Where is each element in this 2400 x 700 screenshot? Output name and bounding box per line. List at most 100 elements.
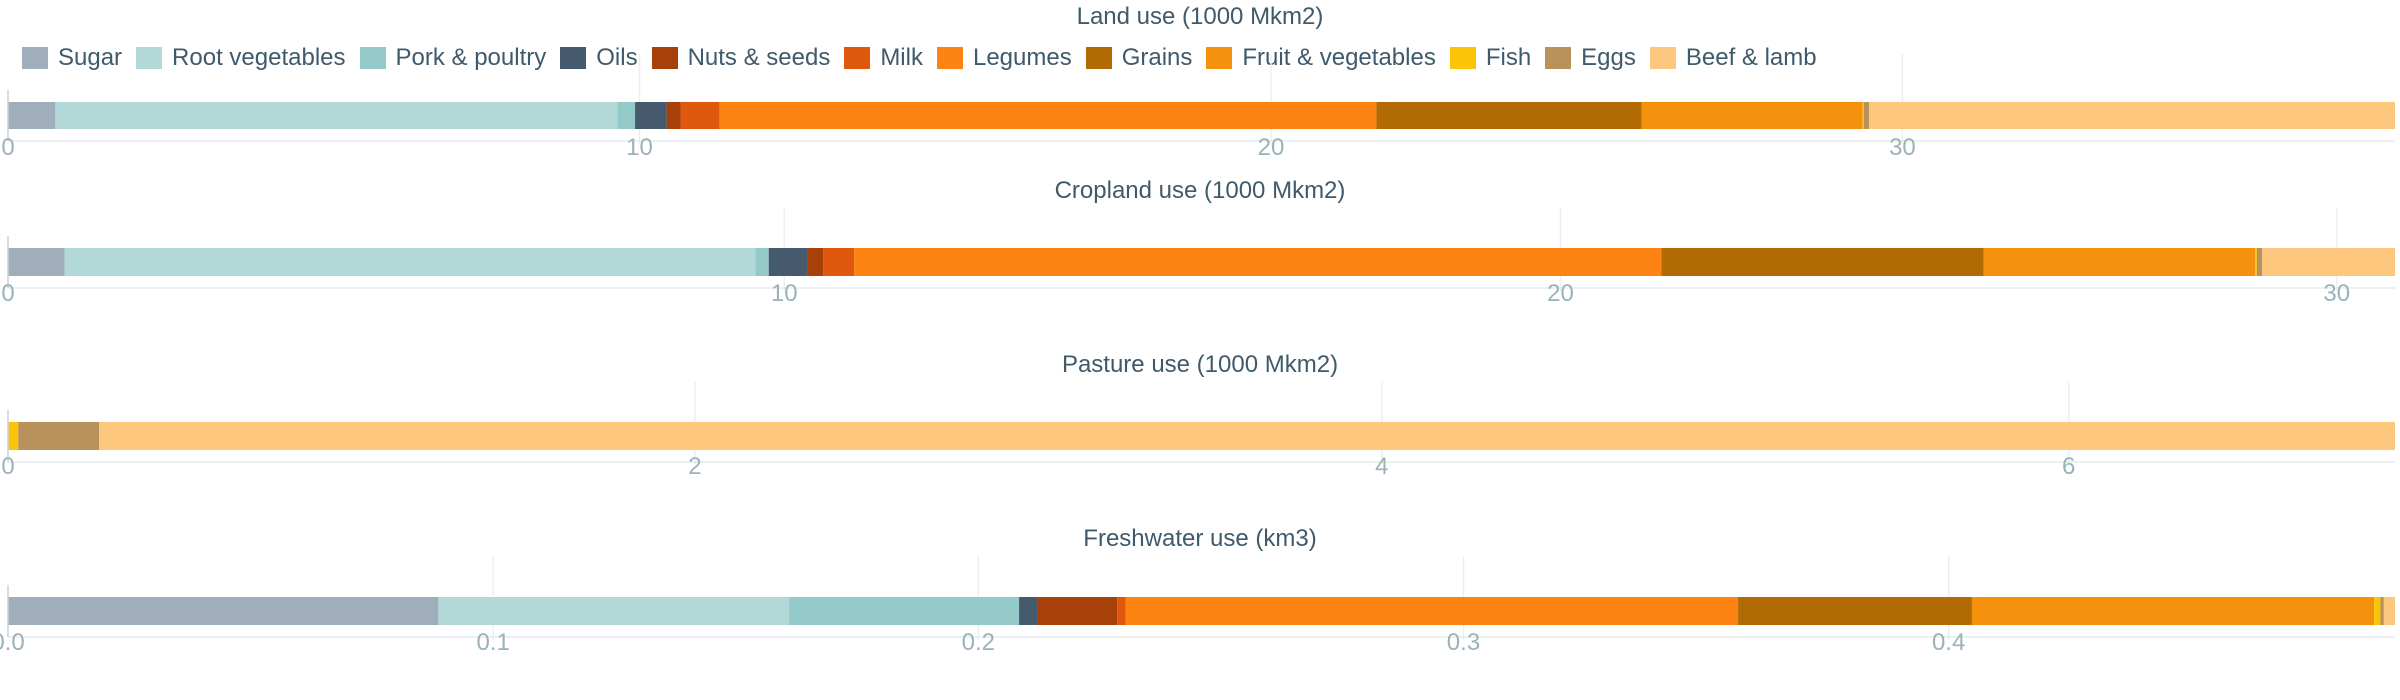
tick-label: 0.3 — [1447, 629, 1480, 656]
legend-swatch — [22, 47, 48, 69]
bar-segment-fish — [1862, 102, 1864, 129]
legend-swatch — [560, 47, 587, 69]
legend-item-oils[interactable]: Oils — [560, 44, 638, 72]
legend-swatch — [936, 47, 963, 69]
legend-item-eggs[interactable]: Eggs — [1545, 44, 1636, 72]
bar-segment-legumes — [854, 248, 1662, 276]
bar-segment-root-vegetables — [55, 102, 618, 129]
bar-segment-root-vegetables — [438, 597, 790, 625]
tick-label: 20 — [1547, 280, 1574, 307]
legend-swatch — [1449, 47, 1476, 69]
legend-item-grains[interactable]: Grains — [1085, 44, 1193, 72]
legend-label: Eggs — [1581, 44, 1636, 71]
panel-freshwater-use: Freshwater use (km3) 0.0 0.1 0.2 0.3 0.4 — [0, 525, 2395, 656]
bar-segment-grains — [1661, 248, 1984, 276]
bar-segment-nuts-and-seeds — [1037, 597, 1118, 625]
tick-label: 0.1 — [476, 629, 509, 656]
bar-segment-milk — [680, 102, 720, 129]
legend-label: Fish — [1485, 44, 1532, 71]
tick-label: 10 — [626, 134, 653, 161]
bar-segment-fruit-and-vegetables — [1983, 248, 2256, 276]
bar-segment-sugar — [8, 597, 439, 625]
legend-item-sugar[interactable]: Sugar — [22, 44, 122, 72]
panel-pasture-use: Pasture use (1000 Mkm2) 0 2 4 6 — [1, 351, 2395, 480]
legend-item-fish[interactable]: Fish — [1449, 44, 1532, 72]
bar-segment-beef-and-lamb — [2383, 597, 2395, 625]
legend-label: Oils — [596, 44, 638, 71]
tick-label: 4 — [1375, 453, 1388, 480]
bar-segment-pork-and-poultry — [755, 248, 769, 276]
tick-label: 30 — [1889, 134, 1916, 161]
legend-item-legumes[interactable]: Legumes — [936, 44, 1072, 72]
legend-item-fruit-and-vegetables[interactable]: Fruit & vegetables — [1206, 44, 1436, 72]
legend-swatch — [1545, 47, 1572, 69]
tick-label: 6 — [2062, 453, 2075, 480]
bar-segment-sugar — [8, 102, 56, 129]
tick-label: 0 — [1, 280, 14, 307]
tick-label: 0.2 — [962, 629, 995, 656]
bar-segment-eggs — [1863, 102, 1869, 129]
tick-label: 0.4 — [1932, 629, 1965, 656]
bar-segment-root-vegetables — [64, 248, 756, 276]
bar-segment-pork-and-poultry — [789, 597, 1020, 625]
legend-swatch — [1206, 47, 1233, 69]
legend-item-milk[interactable]: Milk — [844, 44, 923, 72]
bar-segment-fish — [2255, 248, 2257, 276]
legend-swatch — [651, 47, 678, 69]
bar-segment-legumes — [1125, 597, 1739, 625]
tick-label: 0.0 — [0, 629, 25, 656]
bar-segment-sugar — [8, 248, 65, 276]
legend-label: Beef & lamb — [1685, 44, 1817, 71]
panel-title: Cropland use (1000 Mkm2) — [1055, 177, 1346, 204]
panel-cropland-use: Cropland use (1000 Mkm2) 0 10 20 30 — [1, 177, 2395, 307]
legend: Sugar Root vegetables Pork & poultry Oils Nu… — [22, 40, 1831, 76]
bar-segment-eggs — [18, 422, 100, 450]
tick-label: 20 — [1258, 134, 1285, 161]
bar-segment-beef-and-lamb — [1868, 102, 2395, 129]
legend-item-pork-and-poultry[interactable]: Pork & poultry — [359, 44, 547, 72]
legend-item-root-vegetables[interactable]: Root vegetables — [136, 44, 346, 72]
legend-label: Fruit & vegetables — [1242, 44, 1436, 71]
panel-title: Pasture use (1000 Mkm2) — [1062, 351, 1338, 378]
legend-label: Milk — [880, 44, 923, 71]
bar-segment-pork-and-poultry — [617, 102, 636, 129]
bar-segment-eggs — [2256, 248, 2263, 276]
tick-label: 30 — [2323, 280, 2350, 307]
bar-segment-oils — [1019, 597, 1038, 625]
bar-segment-fruit-and-vegetables — [1641, 102, 1863, 129]
bar-segment-nuts-and-seeds — [666, 102, 681, 129]
legend-item-nuts-and-seeds[interactable]: Nuts & seeds — [651, 44, 831, 72]
tick-label: 10 — [771, 280, 798, 307]
legend-swatch — [844, 47, 871, 69]
tick-label: 2 — [688, 453, 701, 480]
bar-segment-oils — [635, 102, 667, 129]
panel-title: Land use (1000 Mkm2) — [1077, 3, 1324, 30]
bar-segment-beef-and-lamb — [99, 422, 2395, 450]
legend-swatch — [136, 47, 163, 69]
bar-segment-fruit-and-vegetables — [1971, 597, 2375, 625]
tick-label: 0 — [1, 453, 14, 480]
bar-segment-legumes — [719, 102, 1377, 129]
legend-label: Pork & poultry — [395, 44, 547, 71]
bar-segment-nuts-and-seeds — [807, 248, 824, 276]
bar-segment-fish — [2374, 597, 2381, 625]
bar-segment-beef-and-lamb — [2262, 248, 2395, 276]
panel-land-use: Land use (1000 Mkm2) 0 10 20 30 — [1, 3, 2395, 161]
legend-swatch — [1649, 47, 1676, 69]
bar-segment-milk — [1117, 597, 1126, 625]
legend-item-beef-and-lamb[interactable]: Beef & lamb — [1649, 44, 1817, 72]
bar-segment-milk — [823, 248, 855, 276]
legend-label: Grains — [1121, 44, 1193, 71]
legend-label: Nuts & seeds — [687, 44, 831, 71]
bar-segment-grains — [1376, 102, 1642, 129]
bar-segment-oils — [768, 248, 808, 276]
legend-swatch — [359, 47, 386, 69]
bar-segment-grains — [1738, 597, 1972, 625]
bar-segment-fish — [8, 422, 19, 450]
legend-label: Root vegetables — [172, 44, 346, 71]
tick-label: 0 — [1, 134, 14, 161]
bar-segment-eggs — [2380, 597, 2384, 625]
legend-label: Legumes — [972, 44, 1072, 71]
